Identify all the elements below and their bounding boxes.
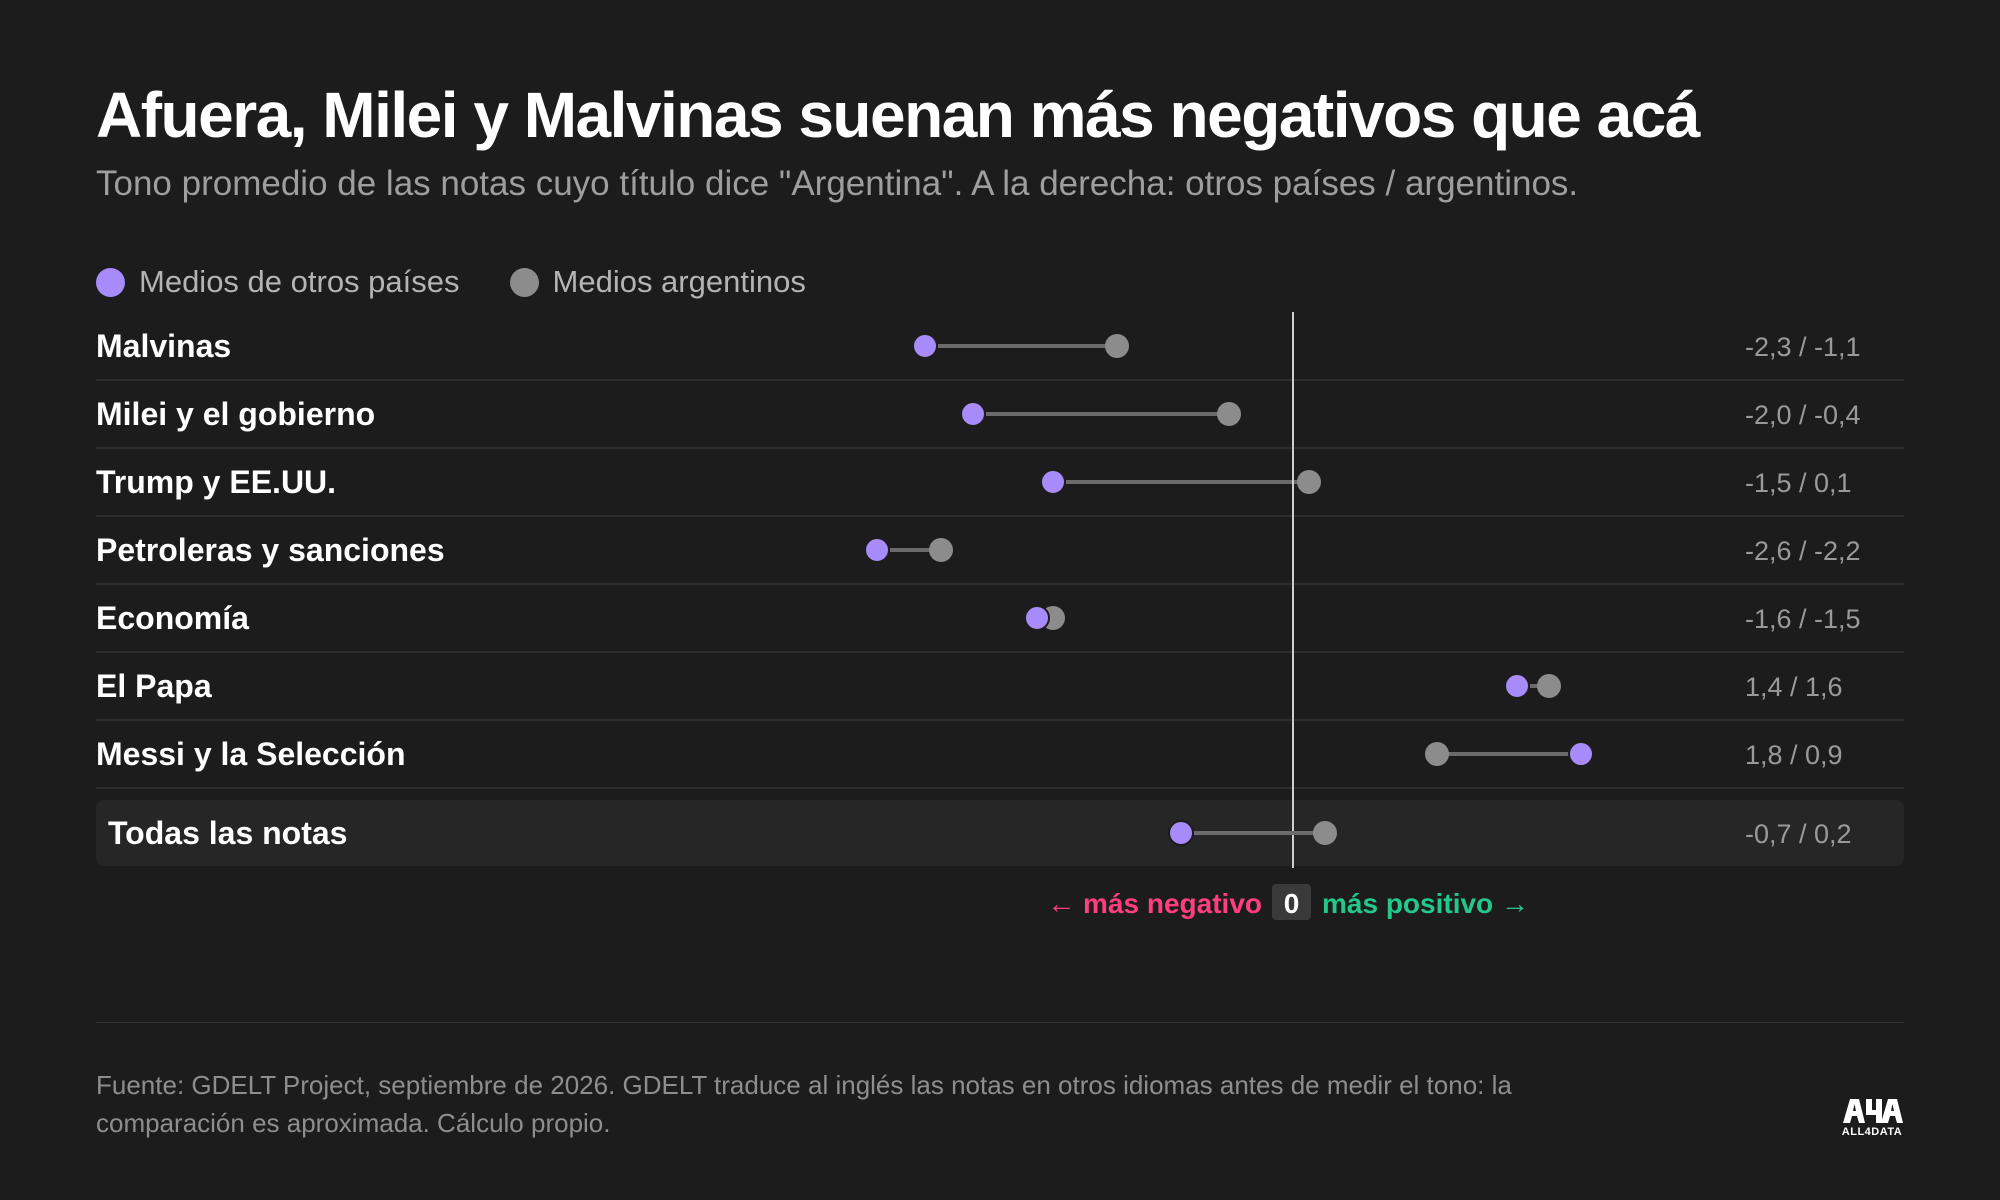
legend-item-foreign: Medios de otros países xyxy=(96,264,460,300)
value-label-row-0: -2,3 / -1,1 xyxy=(1745,332,1861,362)
point-foreign-row-6 xyxy=(1568,741,1594,767)
chart-subtitle: Tono promedio de las notas cuyo título d… xyxy=(96,164,1579,203)
category-label-row-4: Economía xyxy=(96,600,249,636)
legend-label-argentine: Medios argentinos xyxy=(552,264,806,299)
point-argentine-row-5 xyxy=(1537,674,1561,698)
point-argentine-row-2 xyxy=(1297,470,1321,494)
axis-label-zero: 0 xyxy=(1284,888,1300,919)
all4data-logo: ALL4DATA xyxy=(1840,1095,1904,1141)
value-label-row-6: 1,8 / 0,9 xyxy=(1745,740,1843,770)
axis-label-negative: ← más negativo xyxy=(1047,888,1262,919)
dumbbell-chart: Malvinas -2,3 / -1,1 Milei y el gobierno -2… xyxy=(96,312,1904,920)
point-foreign-row-0 xyxy=(912,333,938,359)
legend-swatch-argentine xyxy=(509,267,539,297)
point-foreign-total xyxy=(1168,820,1194,846)
point-argentine-row-6 xyxy=(1425,742,1449,766)
legend-swatch-foreign xyxy=(96,267,125,297)
logo-mark-icon xyxy=(1843,1099,1903,1123)
category-label-row-3: Petroleras y sanciones xyxy=(96,532,445,568)
point-argentine-row-1 xyxy=(1217,402,1241,426)
footer-divider xyxy=(96,1022,1904,1023)
total-row-background xyxy=(96,800,1904,866)
legend-item-argentine: Medios argentinos xyxy=(509,264,806,300)
legend-label-foreign: Medios de otros países xyxy=(139,264,460,299)
point-argentine-row-0 xyxy=(1105,334,1129,358)
source-note: Fuente: GDELT Project, septiembre de 202… xyxy=(96,1070,1512,1138)
category-label-row-0: Malvinas xyxy=(96,328,231,364)
value-label-total: -0,7 / 0,2 xyxy=(1745,819,1852,849)
legend: Medios de otros países Medios argentinos xyxy=(96,262,856,302)
category-label-row-2: Trump y EE.UU. xyxy=(96,464,336,500)
value-label-row-1: -2,0 / -0,4 xyxy=(1745,400,1861,430)
chart-title: Afuera, Milei y Malvinas suenan más nega… xyxy=(96,79,1700,151)
point-foreign-row-1 xyxy=(960,401,986,427)
point-argentine-row-3 xyxy=(929,538,953,562)
axis-label-positive: más positivo → xyxy=(1322,888,1529,919)
value-label-row-3: -2,6 / -2,2 xyxy=(1745,536,1861,566)
point-foreign-row-3 xyxy=(864,537,890,563)
value-label-row-2: -1,5 / 0,1 xyxy=(1745,468,1852,498)
point-foreign-row-2 xyxy=(1040,469,1066,495)
point-foreign-row-4 xyxy=(1024,605,1050,631)
category-label-total: Todas las notas xyxy=(108,815,347,851)
point-argentine-total xyxy=(1313,821,1337,845)
zero-label-background xyxy=(1272,884,1311,920)
category-label-row-5: El Papa xyxy=(96,668,212,704)
point-foreign-row-5 xyxy=(1504,673,1530,699)
category-label-row-1: Milei y el gobierno xyxy=(96,396,375,432)
value-label-row-5: 1,4 / 1,6 xyxy=(1745,672,1843,702)
value-label-row-4: -1,6 / -1,5 xyxy=(1745,604,1861,634)
logo-text: ALL4DATA xyxy=(1841,1126,1903,1138)
category-label-row-6: Messi y la Selección xyxy=(96,736,406,772)
